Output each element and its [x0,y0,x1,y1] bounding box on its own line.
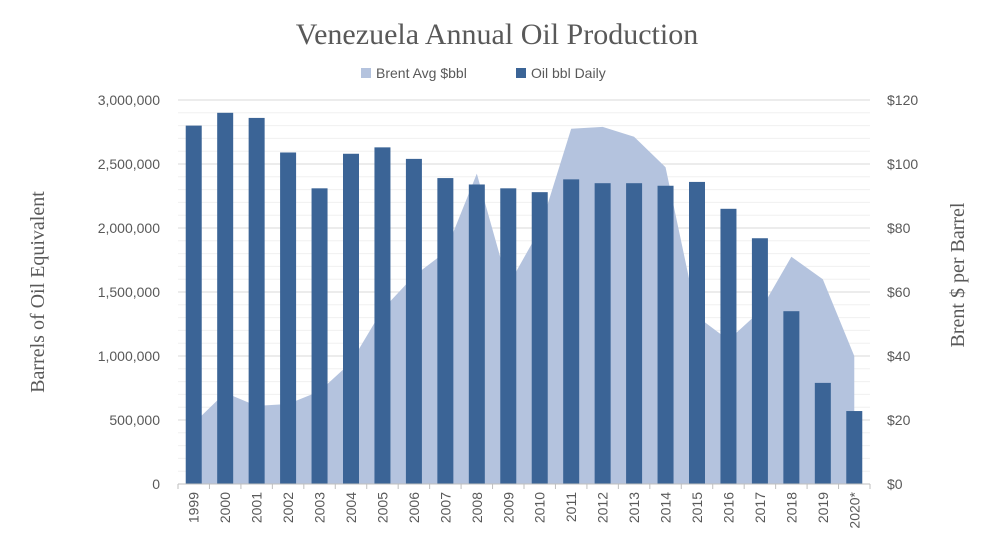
y-tick-label-left: 3,000,000 [98,92,160,108]
y-tick-label-left: 0 [152,476,160,492]
x-tick-label: 2018 [783,492,799,523]
bar-2013 [626,183,643,484]
bar-2018 [783,311,800,484]
y-tick-label-right: $0 [887,476,903,492]
bar-2004 [343,153,359,484]
x-tick-label: 2019 [815,492,831,523]
bar-2003 [311,188,328,484]
x-tick-label: 2012 [595,492,611,523]
legend-swatch-oil [516,68,526,78]
bar-2016 [720,208,737,485]
y-tick-label-right: $120 [887,92,918,108]
x-tick-label: 2015 [689,492,705,523]
bar-2001 [248,117,265,485]
y-tick-label-left: 1,000,000 [98,348,160,364]
bar-2014 [657,185,674,484]
legend-swatch-brent [361,68,371,78]
bar-2006 [405,158,422,484]
y-tick-label-right: $20 [887,412,911,428]
x-tick-label: 2004 [343,492,359,523]
legend-label-brent: Brent Avg $bbl [376,65,467,81]
x-tick-label: 2002 [280,492,296,523]
bar-2011 [563,179,580,485]
bar-2017 [751,238,768,484]
bar-2005 [374,147,391,485]
x-tick-label: 1999 [186,492,202,523]
bar-2009 [500,188,517,484]
y-tick-label-right: $100 [887,156,918,172]
x-tick-label: 2003 [312,492,328,523]
bar-2010 [531,192,548,484]
y-tick-label-right: $60 [887,284,911,300]
x-tick-label: 2009 [500,492,516,523]
x-tick-label: 2020* [846,491,862,528]
y-tick-label-left: 2,000,000 [98,220,160,236]
x-tick-label: 2016 [720,492,736,523]
y-tick-label-right: $40 [887,348,911,364]
x-tick-label: 2005 [374,492,390,523]
y-tick-label-left: 1,500,000 [98,284,160,300]
bar-2020* [846,411,863,484]
x-tick-label: 2001 [249,492,265,523]
legend: Brent Avg $bbl Oil bbl Daily [361,65,606,81]
x-tick-label: 2008 [469,492,485,523]
bar-1999 [185,125,202,484]
bar-2012 [594,183,611,484]
x-tick-label: 2011 [563,492,579,522]
y-axis-label-left: Barrels of Oil Equivalent [27,191,49,393]
y-axis-label-right: Brent $ per Barrel [947,202,969,347]
bar-2008 [468,184,485,485]
x-tick-label: 2010 [532,492,548,523]
x-tick-label: 2017 [752,492,768,523]
y-tick-label-left: 500,000 [109,412,160,428]
bar-2019 [814,382,831,484]
x-tick-label: 2007 [437,492,453,523]
bar-2015 [689,181,705,485]
x-tick-label: 2014 [658,492,674,523]
bar-2007 [437,178,454,484]
x-tick-label: 2000 [217,492,233,523]
x-tick-label: 2013 [626,492,642,523]
legend-label-oil: Oil bbl Daily [531,65,606,81]
chart-title: Venezuela Annual Oil Production [296,18,698,51]
y-tick-label-right: $80 [887,220,911,236]
bar-2000 [217,112,234,485]
bar-2002 [280,152,297,485]
x-tick-label: 2006 [406,492,422,523]
y-tick-label-left: 2,500,000 [98,156,160,172]
